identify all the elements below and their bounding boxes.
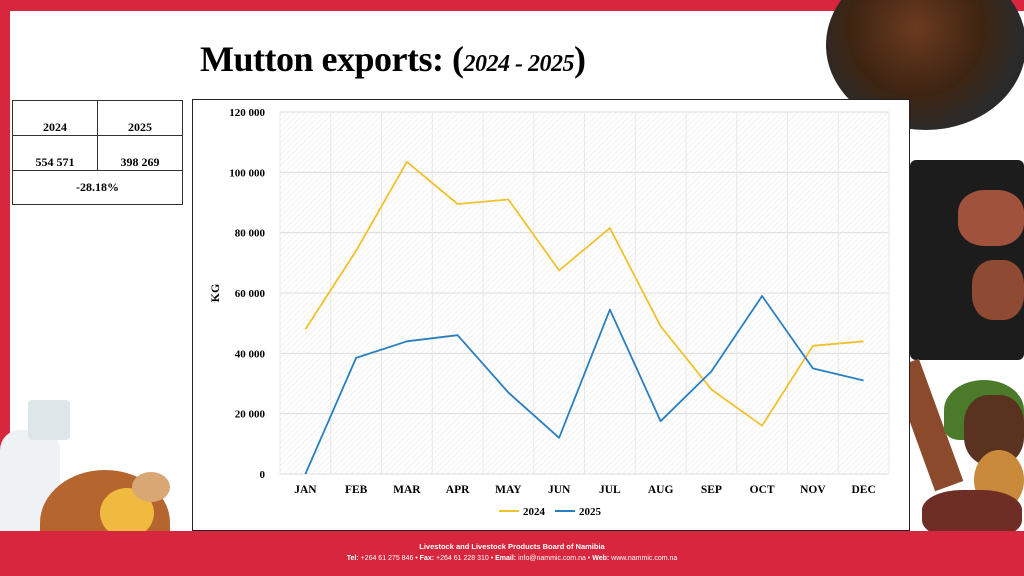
footer-web[interactable]: www.nammic.com.na: [609, 555, 678, 562]
x-tick-label: MAY: [495, 484, 522, 496]
chart-container: 0 20 000 40 000 60 000 80 000 100 000 120 000 …: [192, 99, 910, 531]
legend-label-2025: 2025: [579, 506, 602, 518]
footer-contact: Tel: +264 61 275 846 • Fax: +264 61 228 …: [346, 555, 678, 562]
summary-table: 2024 2025 554 571 398 269 -28.18%: [12, 100, 183, 205]
page-title: Mutton exports: (2024 - 2025): [200, 39, 586, 79]
footer-bar: Livestock and Livestock Products Board o…: [0, 531, 1024, 576]
y-tick-label: 120 000: [229, 107, 265, 119]
y-tick-label: 100 000: [229, 167, 265, 179]
y-tick-label: 80 000: [235, 228, 266, 240]
x-tick-label: JUN: [548, 484, 571, 496]
footer-org-name: Livestock and Livestock Products Board o…: [419, 542, 605, 551]
left-accent-bar: [0, 0, 10, 576]
x-tick-label: FEB: [345, 484, 368, 496]
y-tick-label: 60 000: [235, 288, 266, 300]
title-year-range: 2024 - 2025: [463, 51, 574, 77]
burger-image: [890, 350, 1024, 540]
y-tick-label: 0: [260, 469, 266, 481]
x-tick-label: OCT: [750, 484, 775, 496]
summary-header-2025: 2025: [97, 100, 183, 136]
y-axis-label: KG: [208, 284, 222, 303]
y-tick-label: 20 000: [235, 409, 266, 421]
footer-fax: +264 61 228 310 •: [434, 555, 496, 562]
x-tick-label: JAN: [294, 484, 317, 496]
series-line-2024: [304, 160, 864, 427]
x-tick-label: AUG: [648, 484, 674, 496]
summary-total-2024: 554 571: [12, 135, 98, 171]
x-tick-label: SEP: [701, 484, 722, 496]
legend-label-2024: 2024: [523, 506, 546, 518]
x-tick-label: APR: [446, 484, 470, 496]
x-tick-label: DEC: [851, 484, 875, 496]
x-tick-label: JUL: [599, 484, 621, 496]
footer-tel: +264 61 275 846 •: [358, 555, 420, 562]
footer-email[interactable]: info@nammic.com.na •: [516, 555, 593, 562]
y-tick-label: 40 000: [235, 348, 266, 360]
top-accent-bar: [0, 0, 1024, 11]
x-tick-label: MAR: [393, 484, 421, 496]
summary-total-2025: 398 269: [97, 135, 183, 171]
x-tick-label: NOV: [800, 484, 826, 496]
summary-change: -28.18%: [12, 170, 183, 205]
grill-steak-image: [910, 160, 1024, 360]
summary-header-2024: 2024: [12, 100, 98, 136]
series-line-2025: [304, 295, 864, 475]
